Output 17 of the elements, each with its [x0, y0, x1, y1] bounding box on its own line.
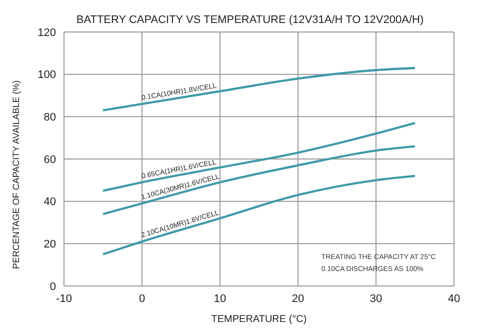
y-tick-label: 60 [44, 154, 56, 166]
line-series [102, 66, 416, 112]
y-axis-title: PERCENTAGE OF CAPACITY AVAILABLE (%) [11, 80, 22, 269]
y-tick-label: 40 [44, 196, 56, 208]
chart-title: BATTERY CAPACITY VS TEMPERATURE (12V31A/H TO 12V200A/H) [75, 14, 425, 26]
y-tick-label: 80 [44, 112, 56, 124]
x-tick-label: 30 [370, 292, 382, 305]
x-tick-label: 40 [448, 292, 460, 305]
y-tick-label: 20 [44, 238, 56, 251]
y-tick-label: 120 [38, 26, 56, 39]
x-tick-label: 10 [214, 292, 226, 305]
x-tick-label: 20 [292, 292, 304, 305]
y-tick-label: 100 [38, 69, 56, 82]
x-tick-label: 0 [138, 292, 146, 305]
x-tick-label: -10 [56, 292, 72, 305]
y-tick-label: 0 [50, 280, 56, 293]
x-axis-title: TEMPERATURE (°C) [211, 314, 307, 325]
